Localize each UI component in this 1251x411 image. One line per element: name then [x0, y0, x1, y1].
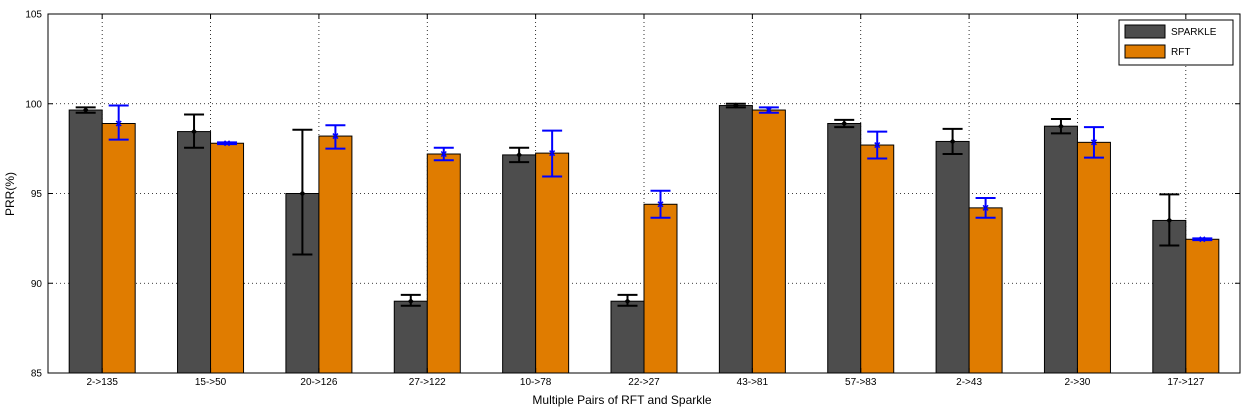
- mean-marker: [82, 107, 89, 114]
- bar-sparkle: [718, 105, 753, 374]
- x-tick-label: 22->27: [628, 377, 660, 388]
- mean-marker: [299, 190, 306, 197]
- axes: 85 90 95 100 105 2->135 15->50 20->126 27->122 10…: [25, 10, 1241, 388]
- bar-sparkle: [393, 300, 428, 374]
- mean-marker: [1090, 139, 1097, 146]
- mean-marker: [332, 133, 339, 140]
- mean-marker: [1199, 236, 1206, 243]
- mean-marker: [657, 201, 664, 208]
- legend-swatch-rft: [1124, 44, 1166, 59]
- mean-marker: [191, 128, 198, 135]
- bar-sparkle: [68, 109, 103, 374]
- error-bars: [75, 102, 1213, 307]
- axes-frame: [47, 13, 1241, 374]
- bar-sparkle: [935, 140, 970, 374]
- bar-sparkle: [502, 154, 537, 374]
- mean-marker: [224, 140, 231, 147]
- x-tick-label: 2->135: [86, 377, 118, 388]
- x-tick-label: 20->126: [300, 377, 337, 388]
- mean-marker: [949, 138, 956, 145]
- x-tick-label: 17->127: [1167, 377, 1204, 388]
- legend-swatch-sparkle: [1124, 24, 1166, 39]
- bar-rft: [1076, 141, 1111, 374]
- bar-rft: [318, 135, 353, 374]
- bar-rft: [426, 153, 461, 374]
- mean-marker: [1057, 123, 1064, 130]
- bar-rft: [968, 207, 1003, 374]
- bar-rft: [101, 122, 136, 374]
- x-tick-label: 10->78: [520, 377, 552, 388]
- y-tick-label: 100: [25, 99, 42, 110]
- bar-rft: [1185, 238, 1220, 374]
- y-tick-label: 90: [31, 279, 43, 290]
- bar-sparkle: [1043, 125, 1078, 374]
- bar-rft: [751, 109, 786, 374]
- mean-marker: [874, 142, 881, 149]
- x-tick-label: 2->30: [1065, 377, 1091, 388]
- mean-marker: [765, 107, 772, 114]
- bar-sparkle: [827, 122, 862, 374]
- mean-marker: [115, 120, 122, 127]
- bar-sparkle: [177, 131, 212, 374]
- x-tick-label: 27->122: [409, 377, 446, 388]
- legend: SPARKLE RFT: [1118, 19, 1234, 66]
- bar-rft: [210, 142, 245, 374]
- x-axis-label: Multiple Pairs of RFT and Sparkle: [532, 393, 712, 407]
- x-tick-label: 2->43: [956, 377, 982, 388]
- legend-label-sparkle: SPARKLE: [1171, 27, 1217, 38]
- bar-sparkle: [610, 300, 645, 374]
- x-tick-label: 15->50: [195, 377, 227, 388]
- mean-marker: [549, 150, 556, 157]
- legend-label-rft: RFT: [1171, 47, 1190, 58]
- x-tick-label: 43->81: [737, 377, 769, 388]
- mean-marker: [1166, 217, 1173, 224]
- y-tick-label: 95: [31, 189, 43, 200]
- mean-marker: [841, 120, 848, 127]
- bar-rft: [643, 203, 678, 374]
- y-tick-label: 105: [25, 10, 42, 21]
- mean-marker: [982, 204, 989, 211]
- y-axis-label: PRR(%): [3, 172, 17, 216]
- mean-marker: [624, 298, 631, 305]
- y-tick-label: 85: [31, 369, 43, 380]
- bar-rft: [535, 152, 570, 374]
- mean-marker: [732, 102, 739, 109]
- bar-rft: [860, 144, 895, 374]
- mean-marker: [407, 298, 414, 305]
- x-tick-label: 57->83: [845, 377, 877, 388]
- mean-marker: [440, 150, 447, 158]
- bars: [68, 105, 1220, 374]
- mean-marker: [516, 151, 523, 158]
